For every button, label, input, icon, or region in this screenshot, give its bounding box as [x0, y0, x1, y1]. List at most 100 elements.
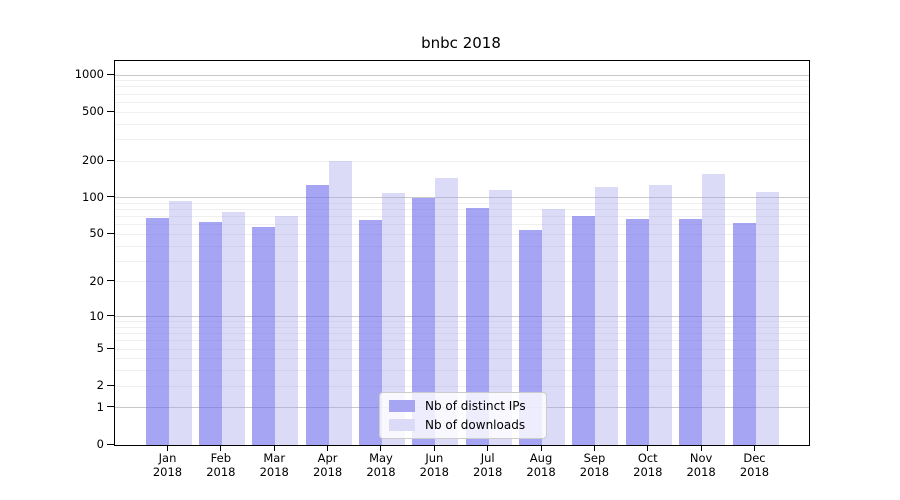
bar-aug-distinct-ips	[519, 230, 543, 445]
bar-oct-downloads	[648, 185, 672, 445]
gridline-1000	[115, 74, 809, 76]
x-tick-mark-apr	[327, 445, 329, 451]
y-tick-mark-50	[107, 232, 114, 234]
bar-dec-distinct-ips	[732, 223, 756, 445]
gridline-10	[115, 316, 809, 318]
x-tick-label-may: May 2018	[366, 451, 396, 479]
x-tick-label-feb: Feb 2018	[206, 451, 236, 479]
x-tick-mark-jan	[167, 445, 168, 451]
y-tick-mark-20	[107, 280, 114, 282]
y-tick-mark-100	[107, 196, 114, 198]
gridline-40	[115, 245, 809, 247]
legend: Nb of distinct IPs Nb of downloads	[379, 392, 547, 439]
y-tick-mark-2	[107, 384, 114, 386]
bar-sep-distinct-ips	[572, 216, 596, 445]
x-tick-mark-aug	[540, 445, 542, 451]
y-tick-label-200: 200	[82, 153, 104, 167]
bar-apr-downloads	[328, 161, 352, 445]
y-tick-mark-1000	[107, 73, 114, 75]
chart-title: bnbc 2018	[421, 34, 501, 52]
gridline-900	[115, 80, 809, 82]
x-tick-label-sep: Sep 2018	[579, 451, 610, 479]
gridline-3	[115, 370, 809, 372]
y-tick-mark-200	[107, 159, 114, 161]
gridline-200	[115, 160, 809, 162]
bar-feb-distinct-ips	[198, 222, 222, 445]
gridline-50	[115, 233, 809, 235]
x-tick-mark-jun	[433, 445, 435, 451]
bar-feb-downloads	[221, 211, 245, 445]
bar-jan-downloads	[168, 200, 192, 445]
y-tick-label-1000: 1000	[74, 67, 104, 82]
y-tick-label-0: 0	[96, 437, 104, 451]
bar-jun-downloads	[435, 177, 459, 445]
x-tick-mark-feb	[220, 445, 222, 451]
x-tick-mark-may	[380, 445, 382, 451]
bar-nov-distinct-ips	[679, 219, 703, 445]
gridline-800	[115, 86, 809, 88]
y-tick-mark-1	[107, 406, 114, 408]
gridline-400	[115, 123, 809, 125]
x-tick-mark-oct	[647, 445, 649, 451]
bar-sep-downloads	[595, 186, 619, 445]
x-tick-mark-jul	[487, 445, 489, 451]
y-tick-label-20: 20	[89, 273, 104, 288]
plot-area: Nb of distinct IPs Nb of downloads	[114, 60, 810, 446]
gridline-70	[115, 216, 809, 218]
y-tick-mark-0	[107, 443, 114, 445]
x-tick-label-jul: Jul 2018	[473, 451, 503, 479]
y-tick-mark-500	[107, 110, 114, 112]
x-tick-mark-dec	[754, 445, 755, 451]
x-tick-label-aug: Aug 2018	[526, 451, 556, 479]
gridline-700	[115, 93, 809, 95]
bar-jul-distinct-ips	[465, 208, 489, 445]
bar-mar-downloads	[275, 216, 299, 445]
bar-jul-downloads	[488, 190, 512, 445]
y-tick-label-10: 10	[89, 308, 104, 323]
bar-oct-distinct-ips	[625, 219, 649, 445]
gridline-9	[115, 321, 809, 323]
gridline-80	[115, 209, 809, 211]
legend-row-downloads: Nb of downloads	[389, 418, 537, 432]
x-tick-label-jun: Jun 2018	[419, 451, 449, 479]
gridline-8	[115, 326, 809, 328]
x-tick-label-jan: Jan 2018	[152, 451, 183, 479]
x-tick-label-oct: Oct 2018	[633, 451, 663, 479]
gridline-300	[115, 138, 809, 140]
gridline-20	[115, 281, 809, 283]
y-tick-mark-5	[107, 347, 114, 349]
x-tick-mark-nov	[700, 445, 702, 451]
bar-mar-distinct-ips	[252, 226, 276, 445]
legend-swatch-downloads	[389, 419, 415, 431]
gridline-2	[115, 385, 809, 387]
gridline-5	[115, 348, 809, 350]
gridline-6	[115, 340, 809, 342]
x-tick-mark-mar	[273, 445, 275, 451]
bar-apr-distinct-ips	[305, 185, 329, 445]
x-tick-label-mar: Mar 2018	[259, 451, 289, 479]
gridline-4	[115, 358, 809, 360]
legend-row-distinct-ips: Nb of distinct IPs	[389, 399, 537, 413]
bar-may-distinct-ips	[358, 219, 382, 445]
gridline-500	[115, 111, 809, 113]
bar-nov-downloads	[702, 174, 726, 445]
x-tick-label-nov: Nov 2018	[686, 451, 716, 479]
y-tick-mark-10	[107, 315, 114, 317]
gridline-600	[115, 101, 809, 103]
y-tick-label-2: 2	[96, 378, 104, 393]
y-tick-label-1: 1	[96, 399, 104, 414]
legend-swatch-distinct-ips	[389, 400, 415, 412]
y-tick-label-100: 100	[82, 189, 104, 204]
bar-dec-downloads	[755, 191, 779, 445]
bar-jan-distinct-ips	[145, 218, 169, 445]
gridline-7	[115, 333, 809, 335]
y-tick-label-5: 5	[96, 341, 104, 356]
x-tick-label-apr: Apr 2018	[312, 451, 343, 479]
x-tick-label-dec: Dec 2018	[739, 451, 770, 479]
bar-aug-downloads	[542, 209, 566, 445]
y-tick-label-50: 50	[89, 226, 104, 241]
gridline-60	[115, 224, 809, 226]
y-tick-label-500: 500	[82, 104, 104, 119]
gridline-100	[115, 197, 809, 199]
